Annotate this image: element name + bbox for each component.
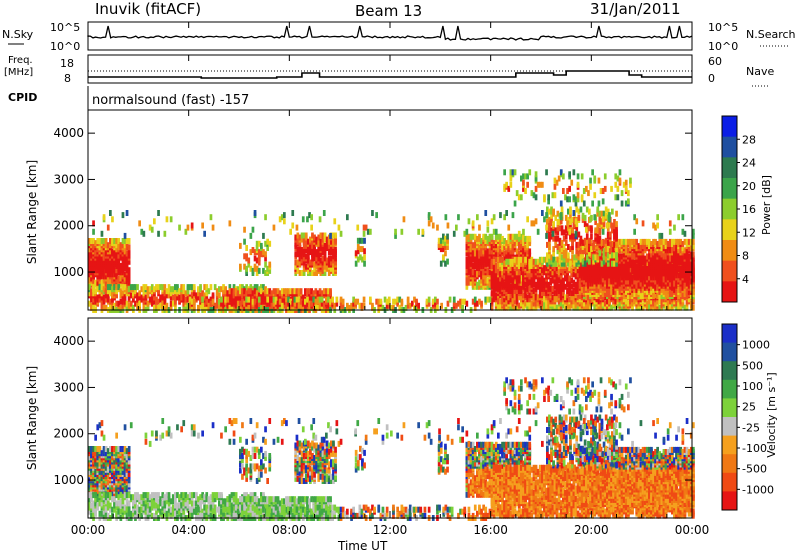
heatmap-cell [268,241,271,247]
heatmap-cell [446,234,449,240]
heatmap-cell [199,284,202,290]
freq-left-tick-bottom: 8 [64,72,71,85]
heatmap-cell [210,284,213,290]
heatmap-cell [245,245,248,251]
cpid-panel: CPID normalsound (fast) -157 [8,86,249,110]
heatmap-cell [300,288,303,294]
noise-left-tick-bottom: 10^0 [50,40,80,53]
frequency-panel: Freq. [MHz] 18 8 60 0 Nave [4,55,774,86]
heatmap-cell [247,258,250,264]
freq-left-tick-top: 18 [60,57,74,70]
heatmap-cell [264,251,267,257]
heatmap-cell [212,292,215,298]
heatmap-cell [136,284,139,290]
heatmap-cell [363,261,366,267]
noise-sky-trace [88,26,692,40]
heatmap-cell [528,236,531,242]
heatmap-cell [268,262,271,268]
cpid-text: normalsound (fast) -157 [92,93,249,108]
heatmap-cell [243,239,246,245]
heatmap-cell [239,243,242,249]
heatmap-cell [128,267,131,273]
heatmap-cell [260,243,263,249]
heatmap-cell [305,233,308,239]
freq-label-line2: [MHz] [4,67,33,78]
noise-right-tick-top: 10^5 [708,21,738,34]
heatmap-cell [363,238,366,244]
frequency-trace [88,71,692,78]
heatmap-cell [334,247,337,253]
freq-label-line1: Freq. [8,55,33,66]
noise-right-tick-bottom: 10^0 [708,40,738,53]
heatmap-cell [334,233,337,239]
heatmap-cell [128,244,131,250]
noise-search-label: N.Search [746,28,796,41]
beam-title: Beam 13 [355,2,422,20]
nave-right-tick-bottom: 0 [708,72,715,85]
nave-right-tick-top: 60 [708,55,722,68]
heatmap-cell [363,248,366,254]
heatmap-cell [258,268,261,274]
noise-sky-label: N.Sky [2,28,34,41]
heatmap-cell [193,284,196,290]
heatmap-cell [446,259,449,265]
nave-label: Nave [746,65,774,78]
heatmap-cell [524,257,527,263]
station-title: Inuvik (fitACF) [95,0,201,18]
heatmap-cell [128,238,131,244]
heatmap-cell [329,288,332,294]
heatmap-cell [444,250,447,256]
heatmap-cell [363,254,366,260]
heatmap-cell [239,264,242,270]
cpid-label: CPID [8,91,37,104]
noise-panel: N.Sky 10^5 10^0 10^5 10^0 N.Search [2,21,796,53]
noise-left-tick-top: 10^5 [50,21,80,34]
heatmap-cell [182,284,185,290]
date-title: 31/Jan/2011 [590,0,681,18]
heatmap-cell [528,248,531,254]
